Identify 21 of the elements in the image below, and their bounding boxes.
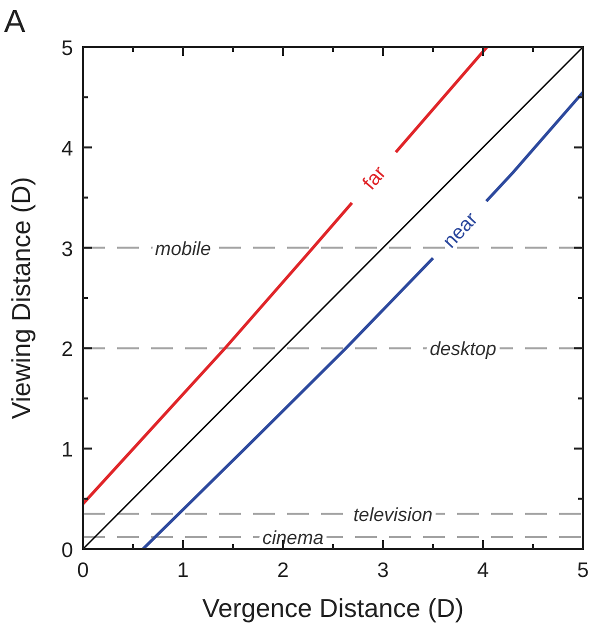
x-tick-label: 4	[477, 559, 490, 582]
y-tick-label: 1	[61, 438, 73, 462]
x-tick-label: 2	[277, 559, 289, 582]
ref-line-label: mobile	[155, 238, 211, 260]
ref-line-label: television	[353, 504, 433, 526]
ref-line-label: desktop	[430, 339, 496, 360]
y-tick-label: 5	[61, 37, 73, 60]
x-tick-label: 1	[177, 559, 189, 582]
y-tick-label: 4	[61, 137, 74, 160]
x-tick-label: 0	[77, 559, 89, 582]
y-tick-label: 0	[61, 539, 73, 562]
y-tick-label: 3	[61, 238, 73, 261]
ref-line-label: cinema	[262, 528, 324, 549]
x-tick-label: 3	[377, 559, 389, 582]
x-tick-label: 5	[577, 559, 589, 582]
x-axis-title: Vergence Distance (D)	[202, 593, 464, 623]
y-tick-label: 2	[61, 338, 73, 362]
y-axis-title: Viewing Distance (D)	[6, 176, 36, 420]
line-series	[142, 90, 584, 550]
chart-title: A	[4, 3, 26, 39]
text: far	[358, 162, 391, 194]
